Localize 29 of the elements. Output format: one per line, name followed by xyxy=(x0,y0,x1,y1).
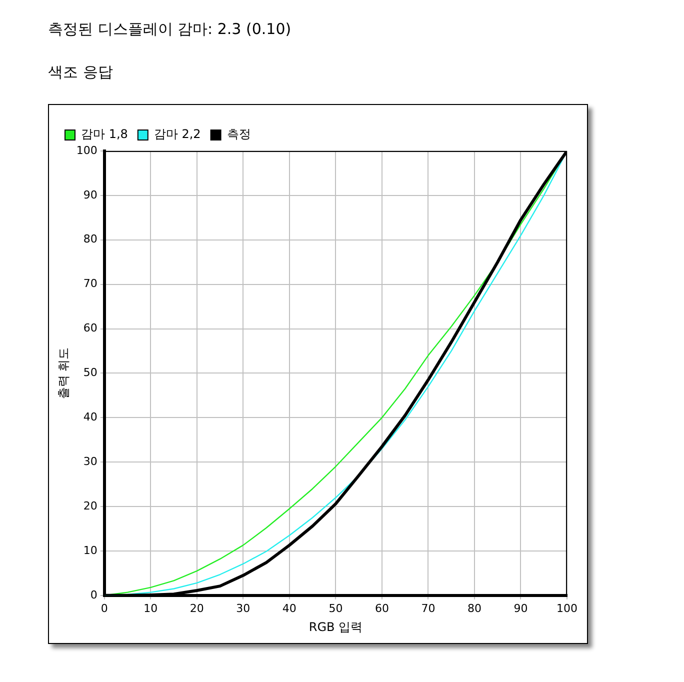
y-tick-label: 40 xyxy=(83,410,98,424)
legend-label: 측정 xyxy=(226,127,251,142)
x-tick-label: 20 xyxy=(190,602,204,615)
x-tick-label: 80 xyxy=(467,602,482,615)
legend-label: 감마 1,8 xyxy=(81,127,128,142)
y-tick-label: 10 xyxy=(83,544,98,557)
y-tick-label: 60 xyxy=(83,322,98,335)
chart-title: 측정된 디스플레이 감마: 2.3 (0.10) xyxy=(48,20,292,39)
y-tick-label: 0 xyxy=(90,588,98,602)
x-tick-label: 50 xyxy=(328,602,343,615)
x-tick-label: 10 xyxy=(144,602,158,615)
x-tick-label: 0 xyxy=(100,602,108,615)
y-axis-title: 출력 휘도 xyxy=(56,347,70,400)
legend-label: 감마 2,2 xyxy=(154,127,201,142)
x-tick-label: 30 xyxy=(236,602,250,615)
chart-subtitle: 색조 응답 xyxy=(48,63,114,82)
y-tick-label: 70 xyxy=(83,277,98,290)
x-tick-label: 40 xyxy=(282,602,296,615)
x-axis-title: RGB 입력 xyxy=(308,620,363,634)
x-tick-label: 70 xyxy=(421,602,436,615)
y-tick-label: 80 xyxy=(83,232,98,246)
x-tick-label: 90 xyxy=(514,602,528,615)
y-tick-label: 30 xyxy=(83,454,98,468)
y-tick-label: 50 xyxy=(83,366,98,380)
x-tick-label: 60 xyxy=(374,602,389,615)
y-tick-label: 20 xyxy=(83,499,98,512)
x-tick-label: 100 xyxy=(556,602,578,615)
y-tick-label: 100 xyxy=(76,144,98,157)
y-tick-label: 90 xyxy=(83,188,98,202)
